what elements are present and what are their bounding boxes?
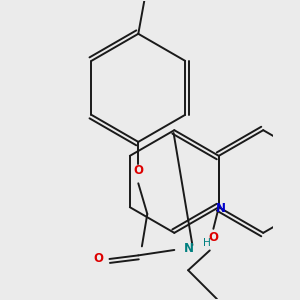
Text: H: H: [203, 238, 211, 248]
Text: N: N: [216, 202, 226, 215]
Text: O: O: [208, 231, 218, 244]
Text: O: O: [94, 253, 104, 266]
Text: O: O: [133, 164, 143, 177]
Text: N: N: [184, 242, 194, 255]
